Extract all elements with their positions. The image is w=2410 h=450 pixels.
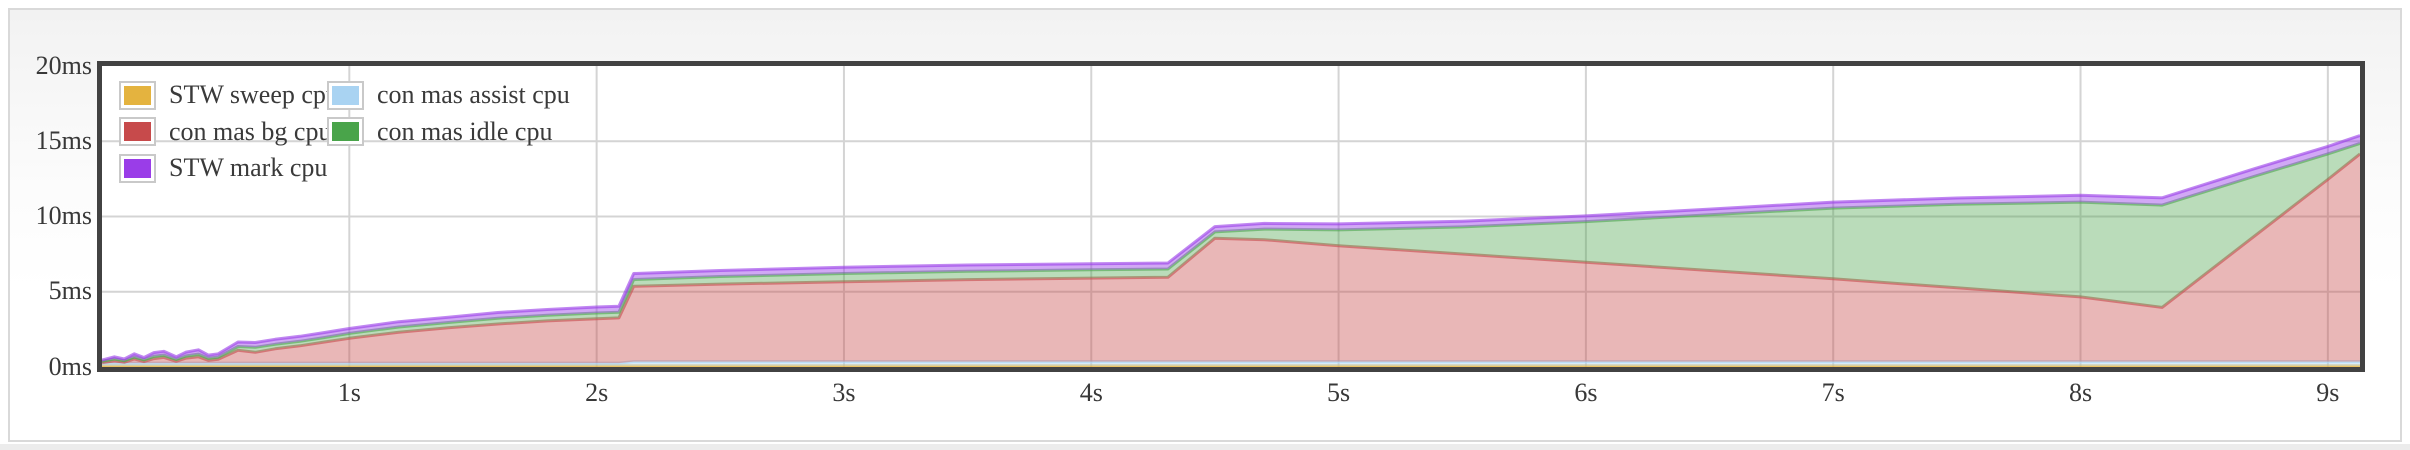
x-tick-label-8s: 8s xyxy=(2068,378,2093,407)
legend-label-con-mas-idle-cpu: con mas idle cpu xyxy=(377,116,553,146)
x-tick-label-2s: 2s xyxy=(585,378,609,407)
area-top-edge-con-mas-idle-cpu xyxy=(102,141,2360,363)
legend-entry-con-mas-bg-cpu: con mas bg cpu xyxy=(119,117,331,147)
legend-swatch-stw-mark-cpu xyxy=(119,153,156,183)
y-tick-label-20ms: 20ms xyxy=(35,50,92,80)
legend-swatch-color-con-mas-bg-cpu xyxy=(124,122,151,141)
legend-label-stw-mark-cpu: STW mark cpu xyxy=(169,153,328,182)
page-bottom-strip xyxy=(0,444,2410,450)
y-tick-label-15ms: 15ms xyxy=(35,125,92,155)
legend-swatch-color-stw-mark-cpu xyxy=(124,158,151,178)
area-top-edge-con-mas-assist-cpu xyxy=(102,360,2360,365)
x-tick-label-1s: 1s xyxy=(337,378,361,407)
x-tick-label-6s: 6s xyxy=(1574,378,1598,407)
area-top-edge-con-mas-bg-cpu xyxy=(102,152,2360,365)
area-con-mas-idle-cpu xyxy=(102,143,2360,363)
legend-swatch-color-con-mas-assist-cpu xyxy=(332,85,359,105)
legend-swatch-color-con-mas-idle-cpu xyxy=(332,122,359,141)
plot-area[interactable] xyxy=(97,61,2365,372)
x-tick-label-9s: 9s xyxy=(2316,378,2340,407)
legend-swatch-con-mas-assist-cpu xyxy=(327,80,364,110)
legend-label-con-mas-bg-cpu: con mas bg cpu xyxy=(169,116,332,146)
x-tick-label-3s: 3s xyxy=(832,378,856,407)
legend-label-stw-sweep-cpu: STW sweep cpu xyxy=(169,80,339,109)
area-top-edge-stw-mark-cpu xyxy=(102,134,2360,362)
y-tick-label-0ms: 0ms xyxy=(48,351,92,381)
legend-entry-stw-mark-cpu: STW mark cpu xyxy=(119,153,327,183)
legend-swatch-con-mas-bg-cpu xyxy=(119,117,156,146)
x-tick-label-4s: 4s xyxy=(1079,378,1103,407)
area-con-mas-bg-cpu xyxy=(102,153,2360,364)
legend-swatch-color-stw-sweep-cpu xyxy=(124,85,151,105)
legend-swatch-stw-sweep-cpu xyxy=(119,80,156,110)
legend-label-con-mas-assist-cpu: con mas assist cpu xyxy=(377,80,570,109)
stacked-area-svg xyxy=(102,66,2360,367)
y-tick-label-10ms: 10ms xyxy=(35,201,92,230)
legend-entry-stw-sweep-cpu: STW sweep cpu xyxy=(119,80,339,110)
legend-entry-con-mas-assist-cpu: con mas assist cpu xyxy=(327,80,570,110)
y-tick-label-5ms: 5ms xyxy=(48,276,92,306)
x-tick-label-7s: 7s xyxy=(1821,378,1845,407)
legend-entry-con-mas-idle-cpu: con mas idle cpu xyxy=(327,117,552,147)
legend-swatch-con-mas-idle-cpu xyxy=(327,117,364,146)
x-tick-label-5s: 5s xyxy=(1327,378,1351,407)
